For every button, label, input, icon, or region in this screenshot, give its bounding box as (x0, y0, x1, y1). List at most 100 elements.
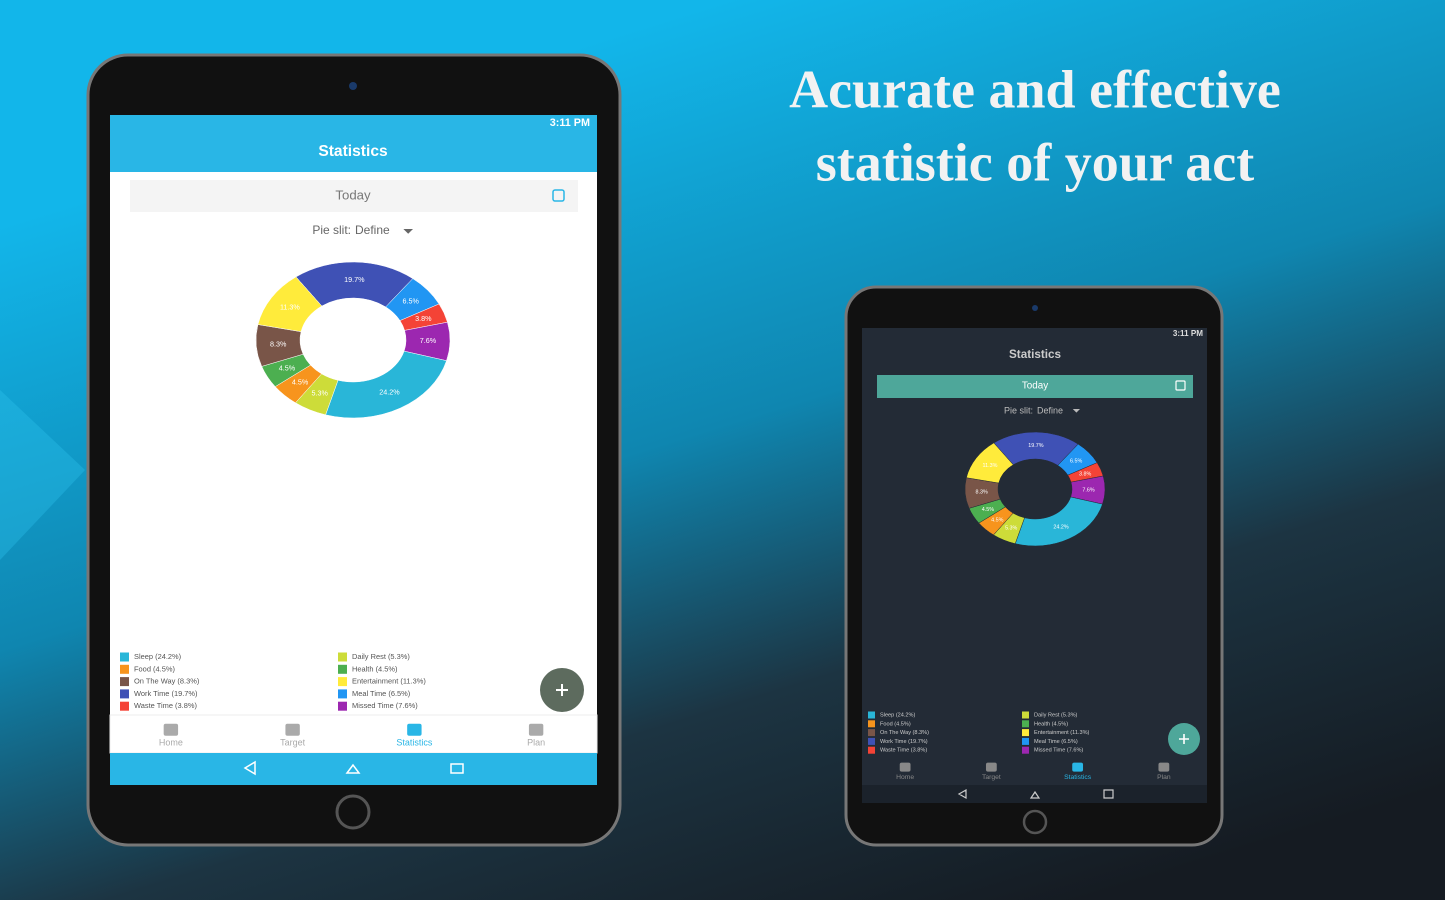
slice-label: 4.5% (991, 517, 1003, 523)
legend-swatch (868, 720, 875, 728)
dropdown-arrow[interactable] (403, 229, 413, 234)
legend-label: Food (4.5%) (134, 664, 175, 673)
slice-label: 4.5% (279, 363, 296, 372)
tab-label[interactable]: Statistics (1064, 774, 1092, 781)
legend-label: Health (4.5%) (1034, 721, 1068, 727)
headline: Acurate and effective (789, 59, 1281, 119)
slice-label: 3.8% (415, 314, 432, 323)
pie-split-label: Pie slit: (1004, 405, 1033, 415)
fab-icon (1179, 734, 1189, 744)
calendar-icon[interactable] (1175, 380, 1186, 391)
system-nav-icons (243, 760, 464, 776)
legend-swatch (1022, 711, 1029, 719)
legend-label: Food (4.5%) (880, 721, 911, 727)
legend-swatch (120, 652, 129, 662)
app-title: Statistics (1009, 348, 1061, 361)
legend-label: Missed Time (7.6%) (1034, 748, 1083, 754)
tab-label[interactable]: Target (280, 737, 306, 747)
tab-label[interactable]: Home (896, 774, 914, 781)
pie-split-value: Define (355, 223, 390, 237)
tab-label[interactable]: Statistics (396, 737, 433, 747)
tab-icon[interactable] (1072, 762, 1084, 772)
legend-swatch (868, 737, 875, 745)
slice-label: 24.2% (1053, 524, 1068, 530)
legend-label: Daily Rest (5.3%) (1034, 712, 1078, 718)
legend-label: Waste Time (3.8%) (134, 701, 197, 710)
decor (0, 390, 85, 560)
tab-icon[interactable] (407, 723, 422, 736)
legend-swatch (868, 729, 875, 737)
donut-slice (966, 442, 1014, 484)
screen (110, 115, 597, 785)
tab-icon[interactable] (1158, 762, 1170, 772)
date-row (877, 375, 1193, 398)
home-button (1022, 809, 1048, 835)
legend-label: On The Way (8.3%) (880, 730, 929, 736)
tablet-light: 3:11 PM Statistics Today Pie slit: Define 19.… (86, 53, 622, 847)
bottom-nav (109, 714, 598, 754)
slice-label: 6.5% (1070, 459, 1082, 465)
legend-label: Waste Time (3.8%) (880, 748, 927, 754)
camera (1032, 305, 1038, 311)
tab-icon[interactable] (899, 762, 911, 772)
tab-label[interactable]: Home (159, 737, 183, 747)
legend-label: Entertainment (11.3%) (1034, 730, 1090, 736)
slice-label: 7.6% (420, 336, 437, 345)
status-time: 3:11 PM (1173, 329, 1203, 338)
system-nav (110, 753, 597, 785)
legend-swatch (120, 689, 129, 699)
tablet-dark: 3:11 PM Statistics Today Pie slit: Define 19.… (844, 285, 1224, 847)
legend-swatch (1022, 729, 1029, 737)
headline: statistic of your act (816, 132, 1254, 192)
slice-label: 3.8% (1079, 471, 1091, 477)
home-button (335, 794, 371, 830)
date-label: Today (1022, 381, 1048, 392)
legend-swatch (338, 664, 347, 674)
slice-label: 8.3% (270, 339, 287, 348)
slice-label: 24.2% (379, 387, 400, 396)
screen (862, 328, 1207, 803)
tab-icon[interactable] (528, 723, 544, 736)
system-nav (862, 785, 1207, 803)
app-bar (110, 115, 597, 172)
legend-label: Work Time (19.7%) (880, 739, 928, 745)
legend-swatch (120, 664, 129, 674)
slice-label: 19.7% (1028, 443, 1043, 449)
calendar-icon[interactable] (552, 189, 565, 202)
tab-label[interactable]: Plan (527, 737, 545, 747)
slice-label: 4.5% (982, 507, 994, 513)
legend-swatch (338, 701, 347, 711)
legend-label: Sleep (24.2%) (134, 652, 182, 661)
donut-slice (325, 350, 447, 419)
legend-label: Health (4.5%) (352, 664, 398, 673)
legend-swatch (868, 711, 875, 719)
slice-label: 11.3% (983, 463, 998, 469)
tab-label[interactable]: Target (982, 774, 1001, 781)
tab-icon[interactable] (985, 762, 997, 772)
slice-label: 19.7% (344, 275, 365, 284)
legend-swatch (338, 689, 347, 699)
legend-swatch (120, 701, 129, 711)
donut-slice (257, 276, 323, 332)
legend-label: Daily Rest (5.3%) (352, 652, 410, 661)
date-row (130, 180, 578, 212)
slice-label: 8.3% (975, 490, 987, 496)
tab-icon[interactable] (163, 723, 179, 736)
slice-label: 6.5% (402, 297, 419, 306)
date-label: Today (335, 187, 371, 202)
legend-label: Entertainment (11.3%) (352, 677, 426, 686)
fab-icon (556, 684, 568, 696)
slice-label: 5.3% (311, 389, 328, 398)
tab-label[interactable]: Plan (1157, 774, 1171, 781)
pie-split-value: Define (1037, 405, 1063, 415)
dropdown-arrow[interactable] (1072, 409, 1080, 413)
pie-split-label: Pie slit: (312, 223, 351, 237)
legend-label: On The Way (8.3%) (134, 677, 200, 686)
status-time: 3:11 PM (550, 117, 590, 129)
tab-icon[interactable] (285, 723, 300, 736)
slice-label: 11.3% (280, 302, 300, 311)
legend-swatch (1022, 737, 1029, 745)
legend-swatch (338, 677, 347, 687)
